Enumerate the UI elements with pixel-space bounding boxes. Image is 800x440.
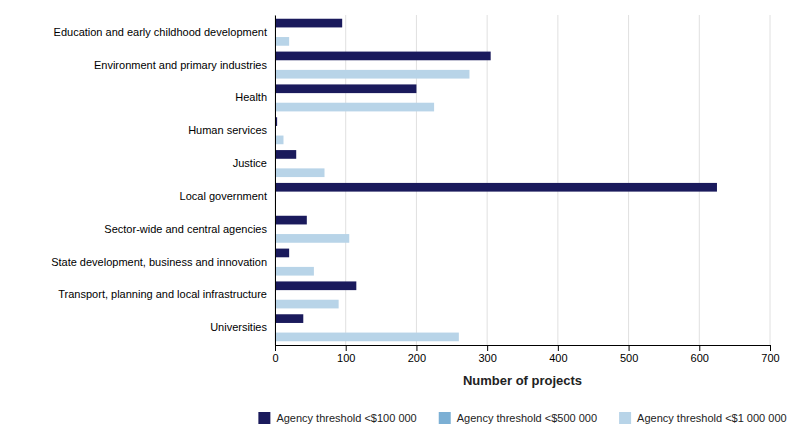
bar <box>275 216 307 225</box>
bar <box>275 333 459 342</box>
bar <box>275 249 289 258</box>
grid-line <box>416 15 417 345</box>
x-axis-title: Number of projects <box>463 373 582 388</box>
x-tick: 700 <box>761 345 779 364</box>
bar <box>275 103 434 112</box>
y-tick: Health <box>235 91 267 103</box>
bar <box>275 84 416 93</box>
series <box>275 37 469 341</box>
y-tick: Environment and primary industries <box>94 59 268 71</box>
x-tick-mark <box>699 345 700 351</box>
legend-label: Agency threshold <$100 000 <box>276 412 416 424</box>
x-tick-mark <box>275 345 276 351</box>
grid-line <box>699 15 700 345</box>
grid <box>275 15 770 345</box>
y-tick: Education and early childhood developmen… <box>54 26 267 38</box>
legend-label: Agency threshold <$500 000 <box>457 412 597 424</box>
y-tick-label: State development, business and innovati… <box>51 256 267 268</box>
y-axis-line <box>275 16 276 346</box>
grid-line <box>770 15 771 345</box>
x-tick-label: 700 <box>761 352 779 364</box>
bar <box>275 150 296 159</box>
y-axis: Education and early childhood developmen… <box>51 16 275 346</box>
x-tick-label: 100 <box>337 352 355 364</box>
y-tick: Transport, planning and local infrastruc… <box>58 288 267 300</box>
y-tick-label: Local government <box>180 190 267 202</box>
x-axis: 0 100 200 300 400 500 600 700 <box>272 345 779 364</box>
bar <box>275 52 491 61</box>
x-tick-label: 300 <box>478 352 496 364</box>
y-tick-label: Universities <box>210 321 267 333</box>
bar <box>275 281 356 290</box>
bar <box>275 314 303 323</box>
bar <box>275 136 283 145</box>
y-tick-label: Education and early childhood developmen… <box>54 26 267 38</box>
x-tick-mark <box>346 345 347 351</box>
y-tick-label: Sector-wide and central agencies <box>104 223 267 235</box>
y-tick: Local government <box>180 190 267 202</box>
y-tick: Justice <box>233 157 267 169</box>
x-tick-mark <box>416 345 417 351</box>
y-tick-label: Justice <box>233 157 267 169</box>
x-tick-label: 400 <box>549 352 567 364</box>
bar <box>275 168 325 177</box>
bar <box>275 183 717 192</box>
x-tick: 500 <box>620 345 638 364</box>
x-tick-mark <box>770 345 771 351</box>
x-tick: 300 <box>478 345 496 364</box>
series <box>275 19 717 323</box>
legend-swatch <box>439 412 451 424</box>
x-tick: 600 <box>691 345 709 364</box>
y-tick: Sector-wide and central agencies <box>104 223 267 235</box>
x-tick: 0 <box>272 345 278 364</box>
y-tick: Human services <box>188 124 267 136</box>
grid-line <box>345 15 346 345</box>
y-tick: State development, business and innovati… <box>51 256 267 268</box>
grid-line <box>487 15 488 345</box>
x-tick-label: 0 <box>272 352 278 364</box>
y-tick-label: Human services <box>188 124 267 136</box>
y-tick-label: Transport, planning and local infrastruc… <box>58 288 267 300</box>
plot: 0 100 200 300 400 500 600 700 Education and earl… <box>51 15 780 364</box>
x-tick-mark <box>558 345 559 351</box>
y-tick: Universities <box>210 321 267 333</box>
chart: 0 100 200 300 400 500 600 700 Education and earl… <box>0 0 800 440</box>
x-tick-mark <box>487 345 488 351</box>
bar <box>275 19 342 28</box>
x-tick: 100 <box>337 345 355 364</box>
x-tick: 400 <box>549 345 567 364</box>
legend: Agency threshold <$100 000 Agency thresho… <box>258 412 786 424</box>
bar <box>275 300 339 309</box>
bar <box>275 234 349 243</box>
legend-swatch <box>258 412 270 424</box>
y-tick-label: Health <box>235 91 267 103</box>
bar <box>275 37 289 46</box>
x-tick-mark <box>629 345 630 351</box>
bar <box>275 267 314 276</box>
x-tick-label: 200 <box>408 352 426 364</box>
x-tick-label: 600 <box>691 352 709 364</box>
x-axis-line <box>276 345 771 346</box>
x-tick-label: 500 <box>620 352 638 364</box>
grid-line <box>557 15 558 345</box>
y-tick-label: Environment and primary industries <box>94 59 268 71</box>
legend-label: Agency threshold <$1 000 000 <box>637 412 787 424</box>
legend-swatch <box>619 412 631 424</box>
x-tick: 200 <box>408 345 426 364</box>
bars <box>275 19 717 342</box>
legend-item: Agency threshold <$100 000 <box>258 412 416 424</box>
legend-item: Agency threshold <$1 000 000 <box>619 412 787 424</box>
bar <box>275 70 469 79</box>
legend-item: Agency threshold <$500 000 <box>439 412 597 424</box>
grid-line <box>628 15 629 345</box>
grid-line <box>275 15 276 345</box>
